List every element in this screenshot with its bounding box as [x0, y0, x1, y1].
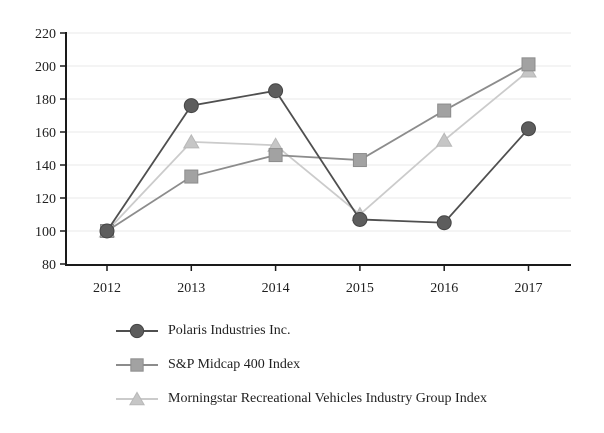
data-point-s2-2016 — [435, 132, 453, 147]
y-tick-label: 120 — [35, 192, 56, 207]
series-line-2 — [106, 70, 530, 232]
chart-legend: Polaris Industries Inc. S&P Midcap 400 I… — [116, 314, 604, 416]
data-point-s0-2013 — [183, 98, 199, 114]
legend-label-morningstar: Morningstar Recreational Vehicles Indust… — [168, 391, 487, 406]
legend-marker — [129, 323, 145, 339]
square-marker-icon — [116, 358, 158, 372]
x-tick-label: 2012 — [93, 281, 121, 296]
series-line-1 — [106, 63, 529, 232]
data-point-s1-2017 — [521, 57, 536, 72]
triangle-marker-icon — [116, 391, 158, 406]
legend-item-polaris: Polaris Industries Inc. — [116, 314, 604, 348]
performance-line-chart: 80 100 120 140 160 180 200 220 2012 2013 2014 2015 2… — [35, 27, 571, 296]
data-point-s2-2013 — [182, 133, 200, 149]
x-tick-label: 2013 — [177, 281, 205, 296]
data-point-s1-2014 — [268, 148, 283, 163]
y-tick-label: 140 — [35, 159, 56, 174]
x-tick-label: 2017 — [515, 281, 543, 296]
series-line-0 — [106, 89, 530, 232]
y-tick-label: 80 — [42, 258, 56, 273]
legend-item-sp-midcap: S&P Midcap 400 Index — [116, 348, 604, 382]
data-point-s0-2014 — [268, 83, 284, 99]
legend-marker — [129, 391, 145, 406]
y-tick-label: 220 — [35, 27, 56, 42]
legend-item-morningstar: Morningstar Recreational Vehicles Indust… — [116, 382, 604, 416]
data-point-s0-2017 — [521, 121, 536, 137]
y-tick-label: 160 — [35, 126, 56, 141]
y-tick-label: 200 — [35, 60, 56, 75]
legend-label-sp-midcap: S&P Midcap 400 Index — [168, 357, 301, 372]
circle-marker-icon — [116, 323, 158, 339]
legend-label-polaris: Polaris Industries Inc. — [168, 323, 291, 338]
legend-marker — [130, 358, 144, 372]
y-tick-label: 100 — [35, 225, 56, 240]
x-tick-label: 2015 — [346, 281, 374, 296]
y-tick-label: 180 — [35, 93, 56, 108]
x-tick-label: 2016 — [430, 281, 458, 296]
data-point-s1-2016 — [437, 103, 452, 118]
data-point-s0-2015 — [352, 211, 368, 227]
data-point-s0-2016 — [436, 215, 452, 231]
data-point-s1-2015 — [352, 153, 367, 168]
x-tick-label: 2014 — [262, 281, 290, 296]
data-point-s1-2013 — [184, 169, 199, 184]
data-point-s0-2012 — [99, 223, 115, 239]
